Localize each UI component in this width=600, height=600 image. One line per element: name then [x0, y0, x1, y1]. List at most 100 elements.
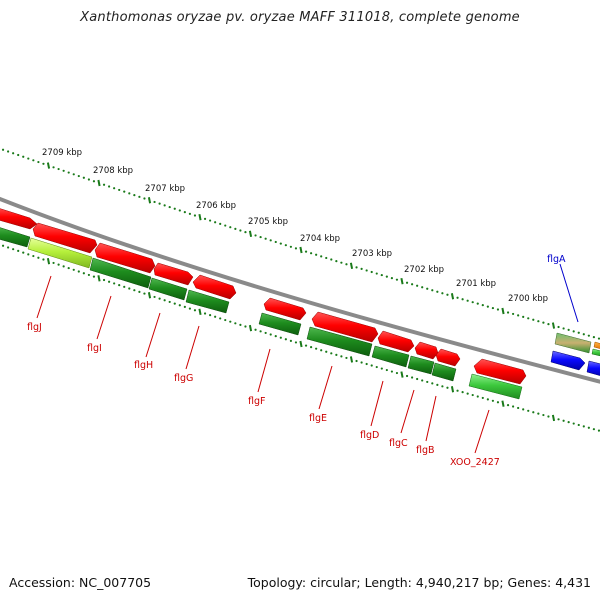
- feature-bar[interactable]: [0, 226, 31, 248]
- cds-arrow[interactable]: [586, 360, 600, 377]
- ruler-minor-tick: [52, 261, 55, 265]
- ruler-minor-tick: [183, 305, 186, 309]
- ruler-minor-tick: [244, 325, 247, 328]
- ruler-minor-tick: [274, 240, 277, 244]
- cds-arrow[interactable]: [32, 222, 98, 254]
- feature-bar[interactable]: [371, 345, 410, 368]
- ruler-major-tick: [198, 308, 202, 316]
- feature-bar[interactable]: [89, 257, 152, 289]
- ruler-minor-tick: [289, 339, 292, 342]
- ruler-minor-tick: [284, 244, 287, 247]
- ruler-minor-tick: [254, 234, 257, 237]
- ruler-minor-tick: [153, 295, 156, 299]
- gene-label-flgG[interactable]: flgG: [174, 373, 193, 384]
- gene-label-flgB[interactable]: flgB: [416, 445, 435, 456]
- feature-bar[interactable]: [407, 355, 435, 375]
- ruler-minor-tick: [390, 277, 393, 280]
- feature-bar[interactable]: [27, 237, 93, 269]
- ruler-minor-tick: [411, 283, 414, 286]
- ruler-minor-tick: [395, 371, 399, 375]
- feature-bar[interactable]: [468, 373, 523, 400]
- ruler-minor-tick: [446, 293, 449, 296]
- feature-bar[interactable]: [593, 341, 600, 350]
- ruler-minor-tick: [542, 413, 545, 417]
- gene-label-flgI[interactable]: flgI: [87, 343, 102, 354]
- ruler-minor-tick: [527, 409, 530, 412]
- cds-arrow[interactable]: [192, 274, 237, 300]
- ruler-major-tick: [299, 246, 303, 254]
- ruler-minor-tick: [310, 252, 313, 255]
- cds-arrow[interactable]: [414, 341, 439, 360]
- ruler-minor-tick: [416, 284, 419, 287]
- ruler-minor-tick: [476, 395, 479, 398]
- ruler-minor-tick: [77, 270, 80, 273]
- gene-label-flgC[interactable]: flgC: [389, 438, 408, 449]
- feature-bar[interactable]: [258, 312, 302, 336]
- gene-labels: flgJ flgI flgH flgG flgF flgE flgD flgC …: [27, 254, 566, 468]
- ruler-major-tick: [46, 162, 51, 169]
- gene-label-flgJ[interactable]: flgJ: [27, 322, 42, 333]
- ruler-minor-tick: [254, 328, 257, 331]
- ruler-minor-tick: [426, 380, 429, 384]
- ruler-major-tick: [551, 322, 556, 329]
- ruler-minor-tick: [471, 393, 474, 397]
- feature-bar[interactable]: [591, 348, 600, 357]
- ruler-minor-tick: [7, 150, 10, 153]
- gene-label-XOO_2427[interactable]: XOO_2427: [450, 457, 500, 468]
- ruler-minor-tick: [365, 269, 368, 272]
- outer-tick-ruler: [1, 148, 600, 340]
- gene-leader-lines: [36, 263, 579, 454]
- ruler-minor-tick: [178, 209, 181, 212]
- feature-bar[interactable]: [306, 326, 373, 357]
- feature-bar[interactable]: [554, 332, 592, 354]
- feature-bar[interactable]: [185, 289, 230, 314]
- ruler-minor-tick: [193, 214, 197, 217]
- ruler-minor-tick: [12, 248, 15, 251]
- gene-label-flgH[interactable]: flgH: [134, 360, 153, 371]
- ruler-minor-tick: [209, 314, 212, 317]
- right-edge-features: [550, 332, 600, 377]
- ruler-minor-tick: [224, 224, 227, 227]
- ruler-minor-tick: [456, 296, 459, 299]
- cds-arrow[interactable]: [550, 350, 586, 371]
- ruler-minor-tick: [1, 148, 5, 151]
- ruler-minor-tick: [315, 347, 318, 350]
- ruler-minor-tick: [416, 377, 419, 381]
- ruler-minor-tick: [572, 330, 575, 333]
- ruler-minor-tick: [481, 304, 484, 307]
- cds-arrow[interactable]: [473, 358, 527, 385]
- ruler-minor-tick: [421, 286, 424, 289]
- cds-arrow[interactable]: [153, 262, 194, 286]
- ruler-minor-tick: [183, 211, 186, 214]
- ruler-minor-tick: [471, 301, 474, 304]
- ruler-minor-tick: [133, 289, 136, 292]
- cds-arrow[interactable]: [311, 311, 379, 343]
- cds-arrow[interactable]: [377, 330, 415, 353]
- gene-label-flgE[interactable]: flgE: [309, 413, 327, 424]
- feature-bar[interactable]: [431, 362, 457, 382]
- ruler-minor-tick: [587, 334, 590, 337]
- cds-arrow[interactable]: [263, 297, 307, 321]
- feature-bar[interactable]: [148, 277, 188, 301]
- ruler-minor-tick: [491, 399, 494, 402]
- ruler-minor-tick: [517, 406, 520, 410]
- gene-label-flgD[interactable]: flgD: [360, 430, 379, 441]
- ruler-minor-tick: [62, 169, 65, 172]
- cds-arrow[interactable]: [94, 242, 156, 274]
- ruler-minor-tick: [289, 245, 292, 248]
- ruler-minor-tick: [542, 321, 545, 324]
- gene-label-flgF[interactable]: flgF: [248, 396, 265, 407]
- cds-arrow[interactable]: [435, 348, 461, 367]
- ruler-minor-tick: [355, 266, 358, 269]
- ruler-minor-tick: [173, 302, 176, 305]
- ruler-minor-tick: [335, 259, 338, 263]
- ruler-minor-tick: [123, 190, 126, 193]
- ruler-minor-tick: [67, 266, 70, 270]
- ruler-minor-tick: [234, 227, 237, 230]
- gene-label-flgA[interactable]: flgA: [547, 254, 566, 265]
- ruler-minor-tick: [22, 251, 25, 254]
- ruler-minor-tick: [57, 167, 60, 171]
- cds-arrow[interactable]: [0, 207, 38, 230]
- ruler-minor-tick: [456, 389, 459, 392]
